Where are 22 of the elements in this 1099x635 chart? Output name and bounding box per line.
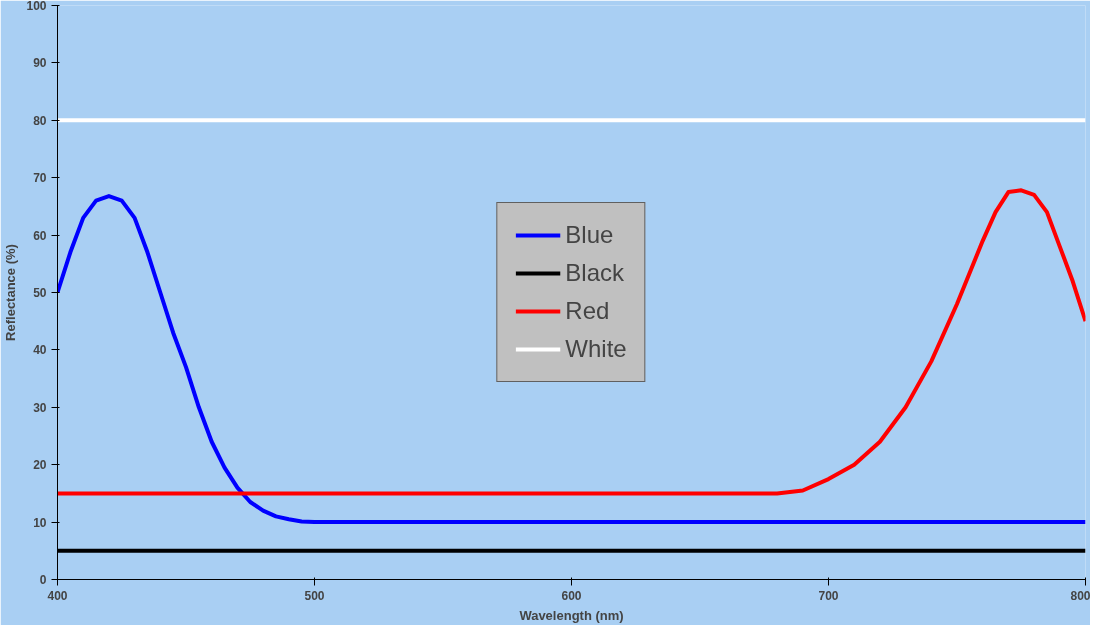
- y-tick-label: 30: [33, 400, 47, 415]
- x-axis-title: Wavelength (nm): [519, 607, 624, 623]
- y-tick-label: 60: [33, 228, 47, 243]
- legend-label: White: [565, 335, 627, 363]
- x-tick-label: 600: [561, 588, 582, 603]
- legend-label: Blue: [565, 221, 614, 249]
- y-tick-label: 0: [39, 573, 47, 587]
- y-tick-label: 80: [33, 113, 47, 128]
- x-tick-label: 800: [1070, 588, 1091, 603]
- y-tick-label: 70: [33, 171, 47, 186]
- x-tick-label: 700: [818, 588, 839, 603]
- y-tick-label: 40: [33, 343, 47, 358]
- x-tick-label: 500: [304, 588, 325, 603]
- y-axis-title: Reflectance (%): [3, 244, 19, 341]
- legend-label: Red: [565, 297, 610, 325]
- y-tick-label: 10: [33, 515, 47, 530]
- y-tick-label: 20: [33, 458, 47, 473]
- y-tick-label: 100: [26, 0, 47, 13]
- legend-label: Black: [565, 259, 625, 287]
- y-tick-label: 90: [33, 56, 47, 71]
- x-tick-label: 400: [47, 588, 68, 603]
- y-tick-label: 50: [33, 286, 47, 300]
